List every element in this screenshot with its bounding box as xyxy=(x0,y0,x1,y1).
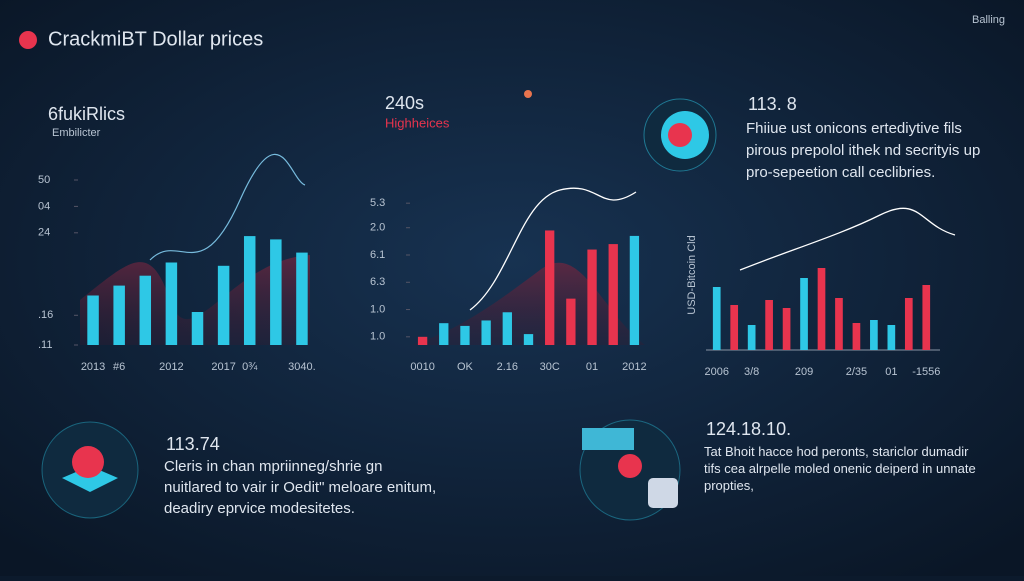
icon-hand xyxy=(648,478,678,508)
x-tick-label: 209 xyxy=(795,366,813,378)
y-tick-label: 5.3 xyxy=(370,197,385,209)
bar xyxy=(545,230,555,345)
y-tick-label: 6.3 xyxy=(370,276,385,288)
bar xyxy=(243,236,256,345)
panel-text-box: Cleris in chan mpriinneg/shrie gn nuitla… xyxy=(164,458,437,517)
x-tick-label: 2013 xyxy=(81,361,105,373)
x-tick-label: -1556 xyxy=(912,366,940,378)
bar xyxy=(566,298,576,345)
curve-decoration xyxy=(469,187,637,311)
bar xyxy=(460,325,470,345)
bar xyxy=(904,298,913,350)
bar xyxy=(523,334,534,345)
bar xyxy=(587,249,597,345)
x-tick-label: #6 xyxy=(113,361,125,373)
bar xyxy=(191,312,204,345)
title: CrackmiBT Dollar prices xyxy=(48,28,263,50)
bar xyxy=(782,308,791,350)
y-tick-label: 04 xyxy=(38,200,50,212)
bar xyxy=(439,323,449,345)
x-tick-label: 3040. xyxy=(288,361,316,373)
x-tick-label: 2012 xyxy=(159,361,183,373)
bar xyxy=(922,285,931,350)
x-tick-label: OK xyxy=(457,361,474,373)
bar xyxy=(165,262,178,345)
x-tick-label: 3/8 xyxy=(744,366,759,378)
panel-text: Cleris in chan mpriinneg/shrie gn nuitla… xyxy=(164,458,437,517)
bar xyxy=(296,252,308,345)
panel-title: 6fukiRlics xyxy=(48,104,125,124)
bar xyxy=(870,320,878,350)
panel-title: 113.74 xyxy=(166,434,220,454)
x-tick-label: 0010 xyxy=(410,361,434,373)
icon-card xyxy=(582,428,634,450)
bar xyxy=(502,312,512,345)
panel-text: Tat Bhoit hacce hod peronts, stariclor d… xyxy=(704,444,976,493)
curve-decoration xyxy=(739,207,956,271)
bar xyxy=(747,325,756,350)
bar xyxy=(217,265,230,345)
bar xyxy=(417,336,428,345)
bar xyxy=(817,268,826,350)
icon xyxy=(72,446,104,478)
bar xyxy=(113,285,125,345)
x-tick-label: 2017 xyxy=(211,361,235,373)
bar xyxy=(835,298,843,350)
panel-text-box: Fhiiue ust onicons ertediytive fils piro… xyxy=(746,120,981,181)
bar xyxy=(852,323,861,350)
bar xyxy=(87,295,99,345)
panel-subtitle: Highheices xyxy=(385,115,450,130)
bar xyxy=(887,325,896,350)
panel-subtitle: Embilicter xyxy=(52,127,101,139)
bar xyxy=(481,320,491,345)
panel-title: 124.18.10. xyxy=(706,419,791,439)
panel-title: 240s xyxy=(385,93,424,113)
x-tick-label: 01 xyxy=(586,361,598,373)
dot xyxy=(524,90,532,98)
y-axis-label: USD-Bitcoin Cld xyxy=(686,235,698,314)
x-tick-label: 30C xyxy=(540,361,560,373)
panel-text: Fhiiue ust onicons ertediytive fils piro… xyxy=(746,120,981,181)
panel-text-box: Tat Bhoit hacce hod peronts, stariclor d… xyxy=(704,444,976,493)
bar xyxy=(800,278,808,350)
bar xyxy=(712,287,721,350)
bar xyxy=(765,300,773,350)
bar xyxy=(608,244,618,345)
y-tick-label: .16 xyxy=(38,309,53,321)
logo xyxy=(19,31,37,49)
x-tick-label: 0¾ xyxy=(242,361,258,373)
x-tick-label: 2.16 xyxy=(497,361,518,373)
y-tick-label: 6.1 xyxy=(370,249,385,261)
corner-label: Balling xyxy=(972,14,1005,26)
icon xyxy=(618,454,642,478)
bar xyxy=(730,305,739,350)
bar xyxy=(629,235,640,345)
y-tick-label: .11 xyxy=(38,339,52,351)
x-tick-label: 2012 xyxy=(622,361,646,373)
x-tick-label: 2006 xyxy=(704,366,728,378)
bar xyxy=(139,275,152,345)
curve-decoration xyxy=(149,153,306,261)
y-tick-label: 1.0 xyxy=(370,331,385,343)
area-decoration xyxy=(412,262,645,345)
bar xyxy=(270,239,282,345)
panel-title: 113. 8 xyxy=(748,94,797,114)
y-tick-label: 50 xyxy=(38,174,50,186)
x-tick-label: 01 xyxy=(885,366,897,378)
y-tick-label: 24 xyxy=(38,227,50,239)
y-tick-label: 1.0 xyxy=(370,303,385,315)
y-tick-label: 2.0 xyxy=(370,222,385,234)
x-tick-label: 2/35 xyxy=(846,366,867,378)
icon-core xyxy=(668,123,692,147)
